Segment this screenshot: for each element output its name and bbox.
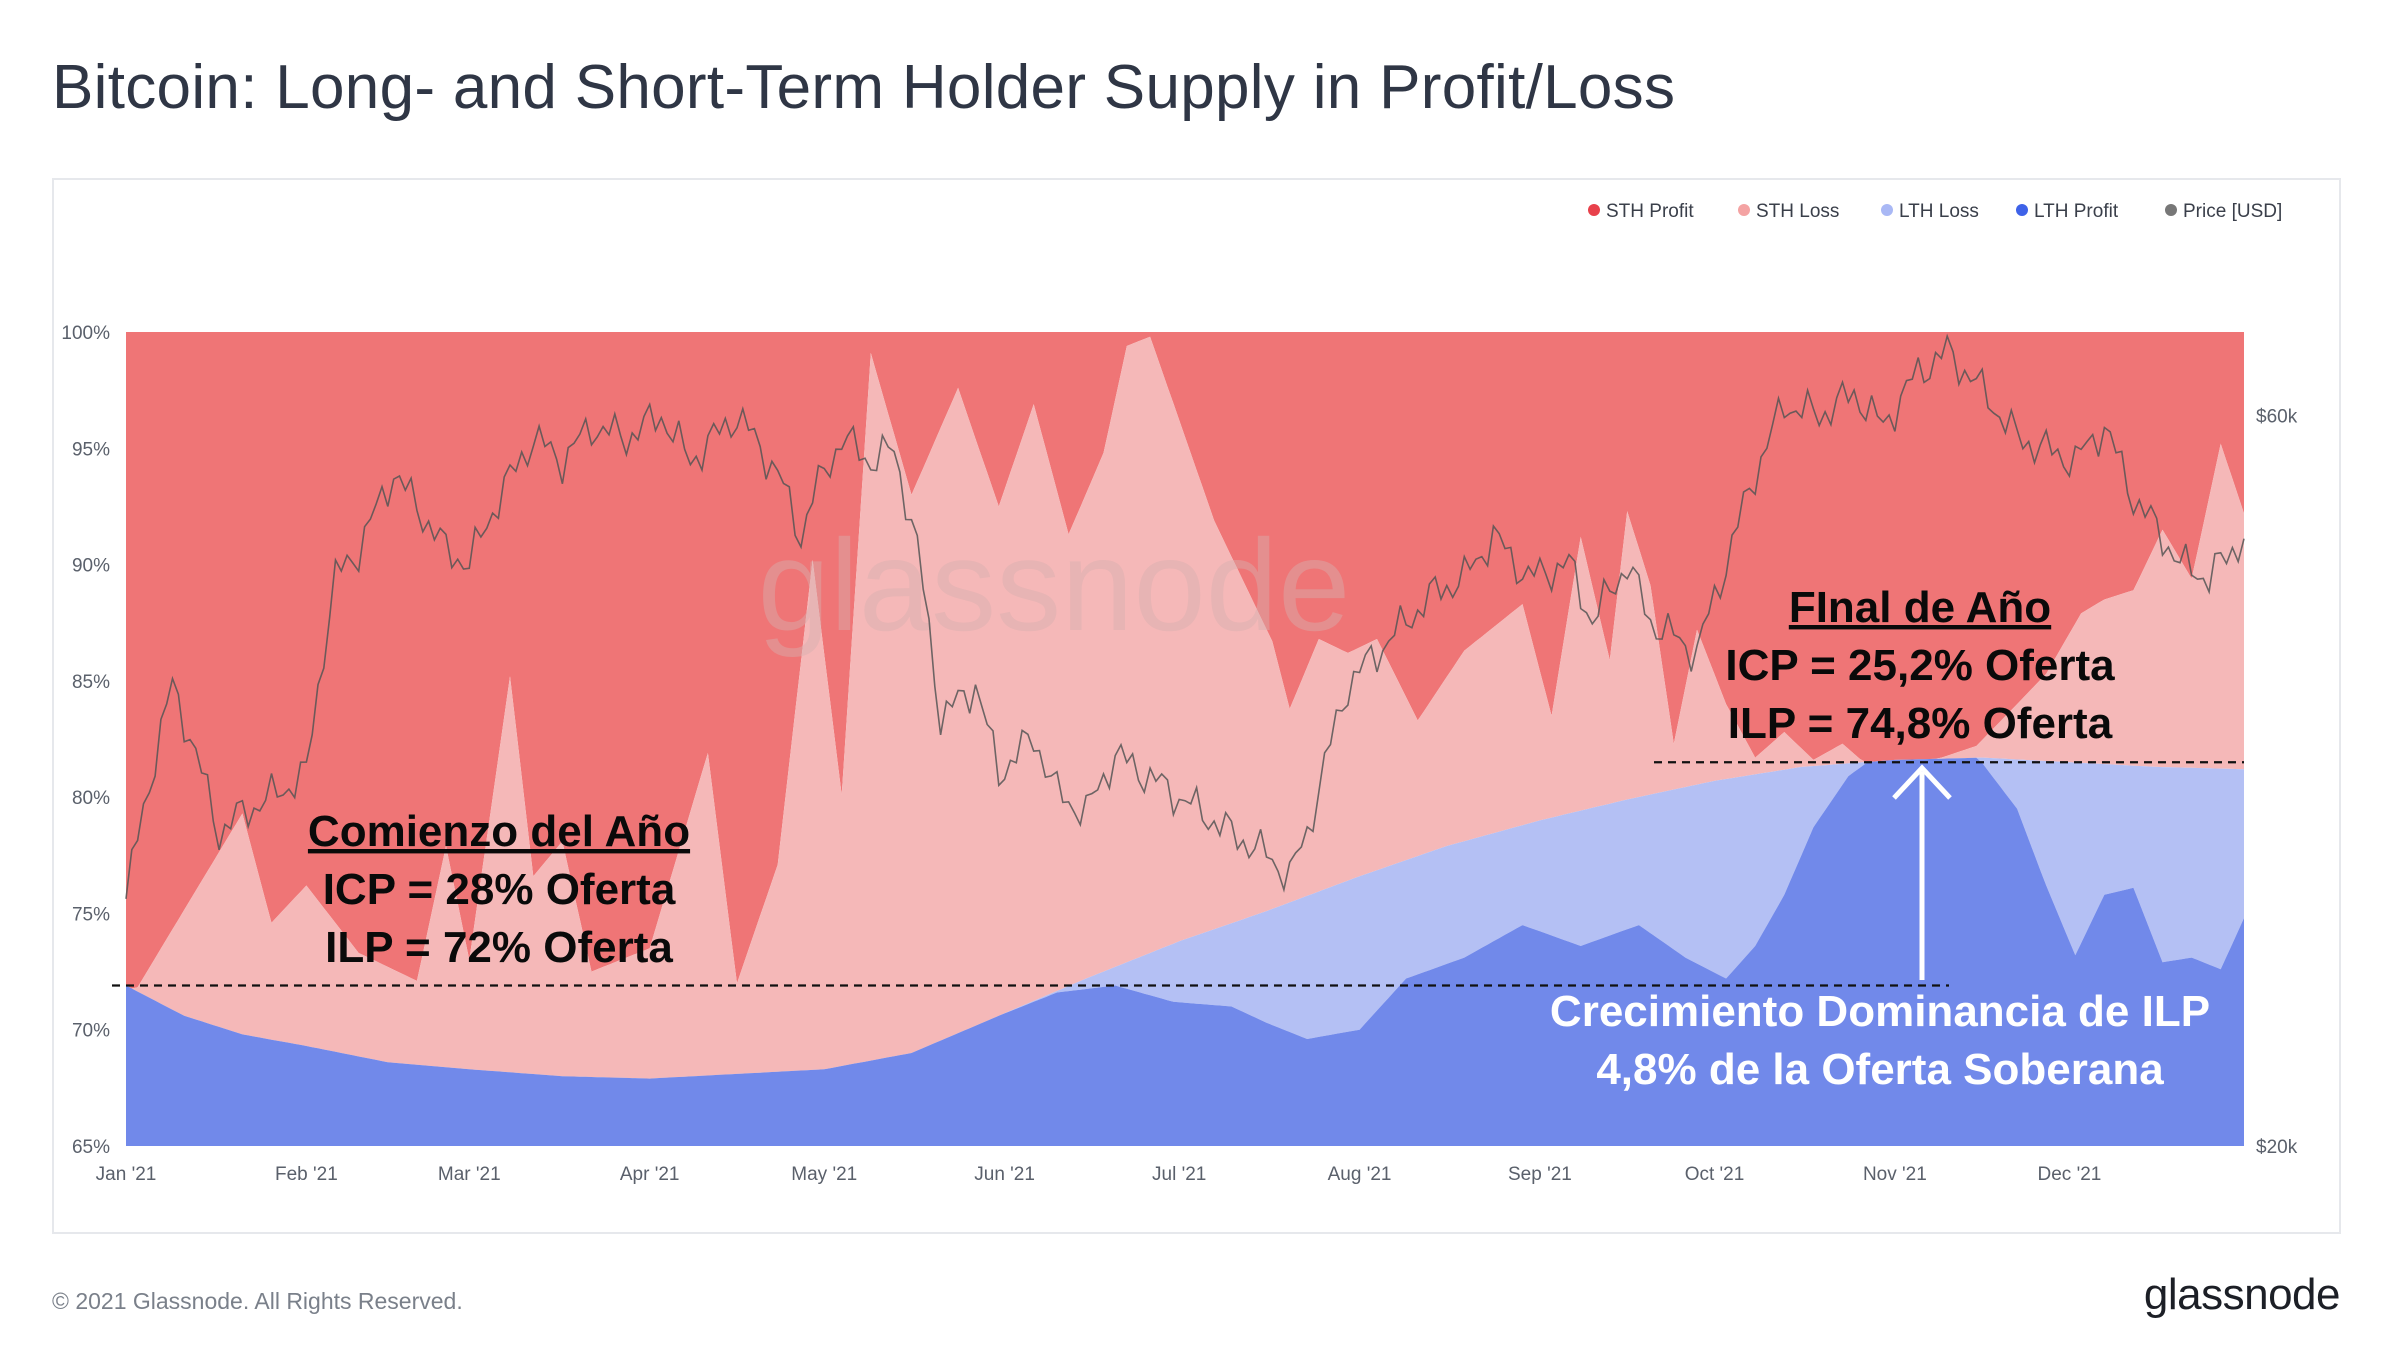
legend-marker[interactable] — [2016, 204, 2028, 216]
start-ilp-text: ILP = 72% Oferta — [325, 923, 673, 972]
legend-marker[interactable] — [2165, 204, 2177, 216]
start-heading: Comienzo del Año — [308, 807, 690, 856]
legend-marker[interactable] — [1588, 204, 1600, 216]
legend-item[interactable]: STH Profit — [1606, 201, 1694, 222]
x-tick-label: Mar '21 — [438, 1164, 501, 1185]
x-tick-label: Aug '21 — [1328, 1164, 1392, 1185]
growth-text-line2: 4,8% de la Oferta Soberana — [1596, 1045, 2164, 1094]
legend-item[interactable]: LTH Loss — [1899, 201, 1979, 222]
x-tick-label: Oct '21 — [1685, 1164, 1745, 1185]
lth-profit-area — [126, 757, 2244, 1146]
legend-marker[interactable] — [1881, 204, 1893, 216]
legend-item[interactable]: LTH Profit — [2034, 201, 2119, 222]
chart: glassnode 65% 70% 75% 80% 85% 90% 95% 100% $20k $… — [61, 201, 2298, 1185]
y-right-tick-label: $60k — [2256, 406, 2298, 427]
page-title: Bitcoin: Long- and Short-Term Holder Sup… — [52, 53, 1676, 122]
chart-frame: glassnode 65% 70% 75% 80% 85% 90% 95% 100% $20k $… — [52, 178, 2341, 1234]
legend-item[interactable]: STH Loss — [1756, 201, 1839, 222]
end-heading: FInal de Año — [1789, 583, 2051, 632]
copyright: © 2021 Glassnode. All Rights Reserved. — [52, 1288, 463, 1314]
y-tick-label: 70% — [72, 1021, 110, 1042]
y-tick-label: 95% — [72, 439, 110, 460]
watermark: glassnode — [758, 512, 1351, 658]
x-tick-label: Sep '21 — [1508, 1164, 1572, 1185]
price-line — [125, 333, 2245, 899]
sth-profit-area — [126, 332, 2244, 989]
y-tick-label: 80% — [72, 788, 110, 809]
y-tick-label: 85% — [72, 672, 110, 693]
x-tick-label: Jul '21 — [1152, 1164, 1206, 1185]
growth-arrow-head — [1892, 764, 1952, 800]
x-tick-label: May '21 — [791, 1164, 857, 1185]
x-tick-label: Jan '21 — [96, 1164, 157, 1185]
x-tick-label: Apr '21 — [620, 1164, 680, 1185]
y-right-tick-label: $20k — [2256, 1137, 2298, 1158]
start-icp-text: ICP = 28% Oferta — [323, 865, 676, 914]
sth-loss-area — [126, 336, 2244, 1079]
y-tick-label: 90% — [72, 556, 110, 577]
growth-text-line1: Crecimiento Dominancia de ILP — [1550, 987, 2210, 1036]
y-tick-label: 65% — [72, 1137, 110, 1158]
end-icp-text: ICP = 25,2% Oferta — [1725, 641, 2115, 690]
x-tick-label: Nov '21 — [1863, 1164, 1927, 1185]
x-tick-label: Dec '21 — [2038, 1164, 2102, 1185]
x-tick-label: Jun '21 — [974, 1164, 1035, 1185]
legend-marker[interactable] — [1738, 204, 1750, 216]
brand-logo[interactable]: glassnode — [2143, 1270, 2341, 1319]
legend-item[interactable]: Price [USD] — [2183, 201, 2282, 222]
x-tick-label: Feb '21 — [275, 1164, 338, 1185]
lth-loss-area — [126, 757, 2244, 1079]
end-ilp-text: ILP = 74,8% Oferta — [1728, 699, 2113, 748]
y-tick-label: 100% — [61, 323, 110, 344]
y-tick-label: 75% — [72, 904, 110, 925]
